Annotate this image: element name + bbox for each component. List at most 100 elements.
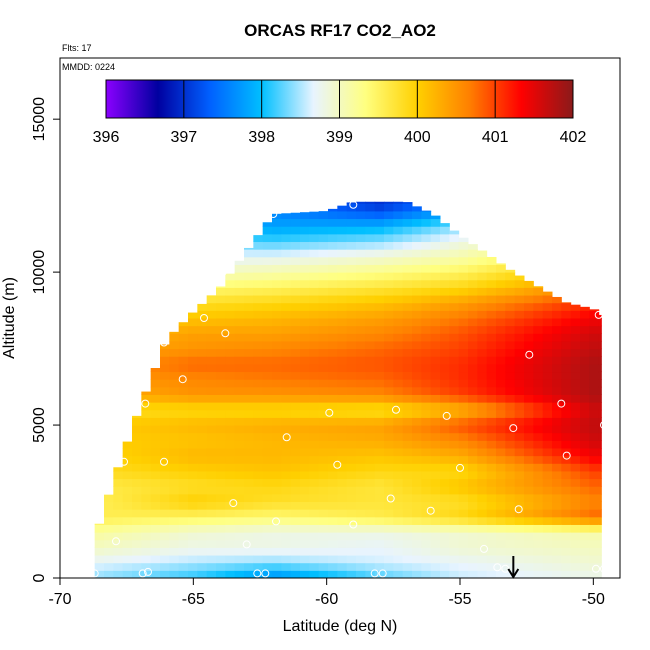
heatmap-cell [262,325,273,334]
heatmap-cell [430,524,441,533]
heatmap-cell [318,295,329,304]
heatmap-cell [486,486,497,495]
heatmap-cell [384,325,394,334]
heatmap-cell [141,555,152,564]
heatmap-cell [290,386,301,395]
sample-point [429,197,438,206]
heatmap-cell [253,509,264,518]
heatmap-cell [524,470,534,480]
heatmap-cell [365,264,376,273]
heatmap-cell [281,295,292,304]
heatmap-cell [440,409,450,418]
heatmap-cell [430,379,441,388]
heatmap-cell [561,455,572,464]
heatmap-cell [421,302,432,311]
heatmap-cell [104,494,114,503]
heatmap-cell [598,516,602,525]
heatmap-cell [356,218,366,227]
heatmap-cell [580,562,590,571]
heatmap-cell [589,371,600,380]
heatmap-cell [346,241,357,250]
heatmap-cell [337,356,348,365]
heatmap-cell [552,318,562,327]
heatmap-cell [309,279,320,288]
heatmap-cell [505,363,516,373]
heatmap-cell [244,295,254,304]
heatmap-cell [384,203,394,212]
heatmap-cell [458,287,469,296]
heatmap-cell [533,425,544,434]
heatmap-cell [589,425,600,434]
heatmap-cell [197,516,208,525]
heatmap-cell [253,310,264,319]
heatmap-cell [160,532,170,541]
heatmap-cell [393,203,404,212]
heatmap-cell [253,486,264,495]
heatmap-cell [94,539,105,548]
heatmap-cell [337,501,348,510]
heatmap-cell [94,524,105,533]
heatmap-cell [281,371,292,380]
heatmap-cell [346,287,357,296]
heatmap-cell [272,218,282,227]
heatmap-cell [356,509,366,518]
heatmap-cell [281,394,292,403]
heatmap-cell [384,509,394,518]
heatmap-cell [365,218,376,227]
heatmap-cell [290,256,301,265]
heatmap-cell [337,440,348,449]
heatmap-cell [440,532,450,541]
heatmap-cell [542,486,553,495]
heatmap-cell [328,348,338,357]
heatmap-cell [402,272,413,281]
heatmap-cell [514,287,525,296]
heatmap-cell [309,363,320,373]
heatmap-cell [580,570,590,578]
heatmap-cell [281,287,292,296]
heatmap-cell [393,295,404,304]
heatmap-cell [197,417,208,426]
heatmap-cell [542,363,553,373]
sample-point [592,564,600,573]
heatmap-cell [122,470,133,480]
heatmap-cell [402,302,413,311]
heatmap-cell [402,203,413,212]
heatmap-cell [384,402,394,411]
heatmap-cell [337,532,348,541]
heatmap-cell [468,279,478,288]
heatmap-cell [328,310,338,319]
heatmap-cell [412,509,422,518]
heatmap-cell [393,524,404,533]
colorbar-tick-label: 399 [326,129,353,146]
heatmap-cell [449,562,460,571]
heatmap-cell [141,532,152,541]
heatmap-cell [281,348,292,357]
heatmap-cell [598,478,602,487]
heatmap-cell [430,547,441,556]
heatmap-cell [318,272,329,281]
heatmap-cell [552,570,562,578]
heatmap-cell [104,547,114,556]
heatmap-cell [346,272,357,281]
heatmap-cell [458,310,469,319]
heatmap-cell [178,547,189,556]
heatmap-cell [225,455,236,464]
heatmap-cell [477,448,488,457]
heatmap-cell [188,371,198,380]
heatmap-cell [570,555,581,564]
heatmap-cell [561,348,572,357]
heatmap-cell [486,516,497,525]
heatmap-cell [318,501,329,510]
heatmap-cell [449,440,460,449]
heatmap-cell [253,256,264,265]
heatmap-cell [402,539,413,548]
heatmap-cell [309,524,320,533]
heatmap-cell [309,478,320,487]
heatmap-cell [225,570,236,578]
heatmap-cell [486,295,497,304]
heatmap-cell [412,524,422,533]
heatmap-cell [206,356,217,365]
heatmap-cell [225,409,236,418]
heatmap-cell [262,486,273,495]
heatmap-cell [440,524,450,533]
